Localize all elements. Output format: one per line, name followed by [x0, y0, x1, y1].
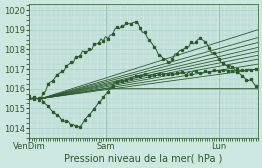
X-axis label: Pression niveau de la mer( hPa ): Pression niveau de la mer( hPa )	[64, 154, 223, 164]
